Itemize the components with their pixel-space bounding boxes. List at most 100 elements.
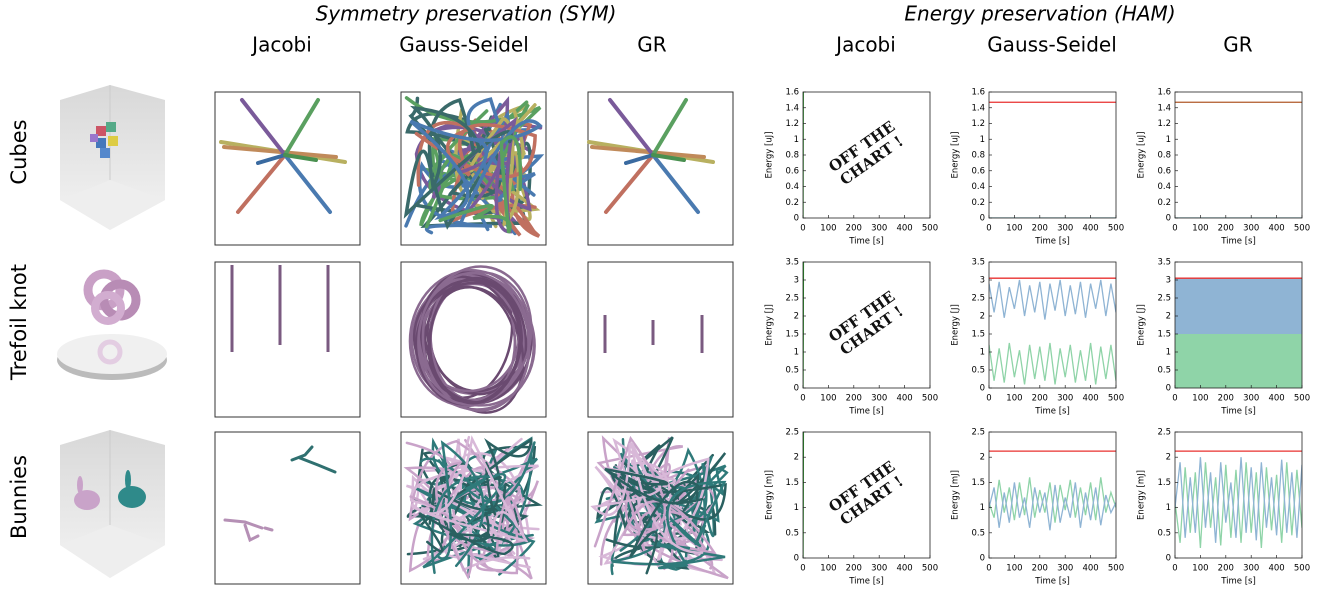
column-title: Gauss-Seidel <box>399 33 529 57</box>
x-tick-label: 0 <box>1172 224 1177 234</box>
y-tick-label: 1.4 <box>1157 103 1171 113</box>
y-tick-label: 0.5 <box>785 366 799 376</box>
figure-canvas: Symmetry preservation (SYM) Energy prese… <box>0 0 1320 595</box>
x-tick-label: 200 <box>1218 394 1234 404</box>
y-tick-label: 1.5 <box>1157 330 1171 340</box>
y-tick-label: 0 <box>1166 554 1171 564</box>
x-tick-label: 400 <box>896 564 912 574</box>
y-tick-label: 2 <box>1166 453 1171 463</box>
y-tick-label: 1 <box>1166 503 1171 513</box>
x-tick-label: 100 <box>1192 394 1208 404</box>
y-tick-label: 1.6 <box>785 88 799 98</box>
y-tick-label: 0 <box>980 214 985 224</box>
render-trefoil <box>57 274 167 380</box>
x-tick-label: 100 <box>1006 394 1022 404</box>
y-tick-label: 1.4 <box>785 103 799 113</box>
x-tick-label: 0 <box>986 564 991 574</box>
y-axis-label: Energy [uJ] <box>1137 132 1147 179</box>
y-tick-label: 1 <box>980 503 985 513</box>
plot-area <box>1175 451 1302 548</box>
series-line <box>989 343 1116 384</box>
area <box>1175 278 1302 334</box>
plot-area <box>989 278 1116 384</box>
y-tick-label: 1 <box>794 135 799 145</box>
chart: 00.511.522.533.50100200300400500Energy [… <box>1137 258 1311 417</box>
x-axis-label: Time [s] <box>1220 577 1256 587</box>
plot-area <box>989 102 1116 218</box>
y-tick-label: 3.5 <box>971 258 985 268</box>
section-title: Symmetry preservation (SYM) <box>316 2 617 26</box>
plot-area <box>1175 102 1302 218</box>
y-axis-label: Energy [mJ] <box>1137 470 1147 520</box>
y-tick-label: 0.5 <box>1157 366 1171 376</box>
x-tick-label: 0 <box>800 564 805 574</box>
x-tick-label: 0 <box>1172 394 1177 404</box>
x-tick-label: 100 <box>1192 224 1208 234</box>
y-tick-label: 1.2 <box>1157 119 1171 129</box>
plot-frame <box>989 92 1116 218</box>
x-tick-label: 400 <box>1082 224 1098 234</box>
y-tick-label: 0.5 <box>1157 528 1171 538</box>
x-axis-label: Time [s] <box>848 407 884 417</box>
x-tick-label: 400 <box>1082 564 1098 574</box>
y-tick-label: 0.5 <box>971 528 985 538</box>
y-tick-label: 0 <box>980 554 985 564</box>
x-tick-label: 0 <box>986 394 991 404</box>
y-tick-label: 0.2 <box>971 198 985 208</box>
y-tick-label: 2.5 <box>1157 428 1171 438</box>
x-tick-label: 300 <box>1057 224 1073 234</box>
y-tick-label: 0 <box>794 214 799 224</box>
y-tick-label: 2 <box>980 453 985 463</box>
y-tick-label: 0 <box>1166 214 1171 224</box>
x-tick-label: 500 <box>1294 564 1310 574</box>
y-axis-label: Energy [J] <box>765 304 775 346</box>
y-tick-label: 0.4 <box>971 182 985 192</box>
y-tick-label: 0.6 <box>971 166 985 176</box>
y-tick-label: 1 <box>794 348 799 358</box>
y-tick-label: 2.5 <box>785 294 799 304</box>
y-axis-label: Energy [uJ] <box>765 132 775 179</box>
y-tick-label: 3 <box>794 276 799 286</box>
y-tick-label: 2 <box>794 453 799 463</box>
y-tick-label: 0.4 <box>785 182 799 192</box>
figure: Symmetry preservation (SYM) Energy prese… <box>0 0 1320 595</box>
y-tick-label: 1.5 <box>971 478 985 488</box>
y-tick-label: 0 <box>794 554 799 564</box>
x-tick-label: 400 <box>896 394 912 404</box>
chart: 00.20.40.60.811.21.41.60100200300400500E… <box>951 88 1125 247</box>
x-tick-label: 0 <box>800 224 805 234</box>
plot-frame <box>989 262 1116 388</box>
x-tick-label: 300 <box>871 394 887 404</box>
x-tick-label: 300 <box>871 564 887 574</box>
column-title: GR <box>1223 33 1252 57</box>
y-axis-label: Energy [uJ] <box>951 132 961 179</box>
x-tick-label: 200 <box>1032 564 1048 574</box>
chart: 00.511.522.50100200300400500Energy [mJ]T… <box>951 428 1125 587</box>
x-tick-label: 500 <box>1294 394 1310 404</box>
x-tick-label: 0 <box>1172 564 1177 574</box>
y-tick-label: 1 <box>980 135 985 145</box>
y-axis-label: Energy [J] <box>951 304 961 346</box>
area <box>1175 334 1302 388</box>
y-tick-label: 2 <box>1166 312 1171 322</box>
y-tick-label: 1.5 <box>1157 478 1171 488</box>
x-tick-label: 400 <box>896 224 912 234</box>
y-tick-label: 2 <box>980 312 985 322</box>
chart: 00.20.40.60.811.21.41.60100200300400500E… <box>1137 88 1311 247</box>
x-tick-label: 200 <box>1032 224 1048 234</box>
y-tick-label: 1.6 <box>971 88 985 98</box>
section-title: Energy preservation (HAM) <box>904 2 1175 26</box>
chart: 00.511.522.50100200300400500Energy [mJ]T… <box>1137 428 1311 587</box>
x-tick-label: 300 <box>1243 564 1259 574</box>
x-tick-label: 500 <box>1108 224 1124 234</box>
x-tick-label: 500 <box>922 564 938 574</box>
y-tick-label: 0 <box>980 384 985 394</box>
plot-area <box>989 451 1116 530</box>
y-axis-label: Energy [mJ] <box>765 470 775 520</box>
y-tick-label: 0.8 <box>971 151 985 161</box>
x-tick-label: 400 <box>1268 224 1284 234</box>
y-tick-label: 1.4 <box>971 103 985 113</box>
y-tick-label: 1.5 <box>971 330 985 340</box>
column-title: Jacobi <box>250 33 312 57</box>
y-tick-label: 0.8 <box>785 151 799 161</box>
